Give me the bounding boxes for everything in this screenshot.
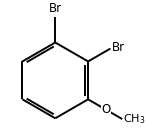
Text: CH$_3$: CH$_3$ <box>123 112 146 126</box>
Text: Br: Br <box>49 2 62 15</box>
Text: Br: Br <box>112 41 125 54</box>
Text: O: O <box>101 103 111 116</box>
